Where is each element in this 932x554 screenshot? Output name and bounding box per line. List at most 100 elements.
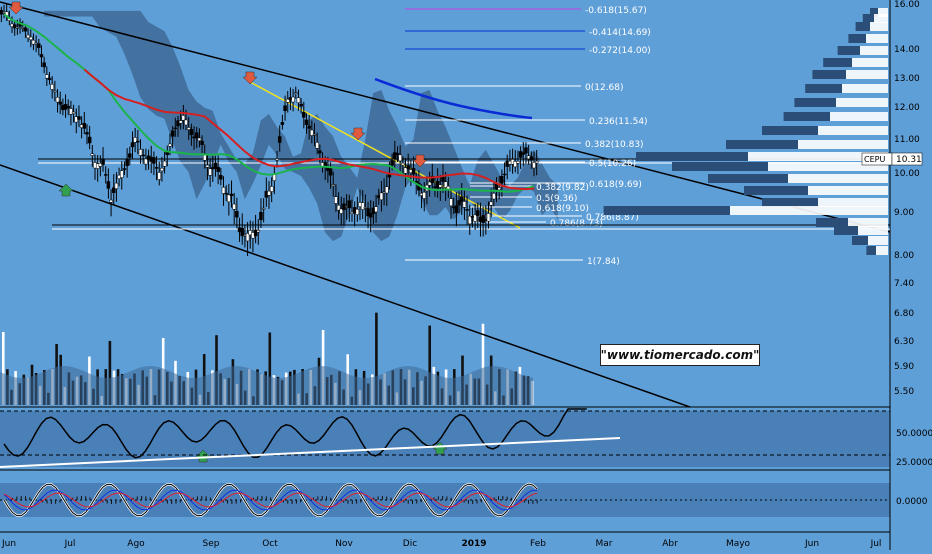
volume-bar bbox=[268, 332, 272, 405]
volume-profile-bar bbox=[836, 98, 888, 107]
fib-level-label: 0.618(9.69) bbox=[589, 180, 642, 190]
candle-body bbox=[103, 174, 108, 176]
candle-body bbox=[411, 168, 416, 175]
candle-body bbox=[213, 162, 218, 170]
candle-body bbox=[200, 140, 204, 145]
candle-body bbox=[355, 209, 360, 215]
candle-body bbox=[189, 129, 194, 136]
fib-level-label: -0.414(14.69) bbox=[589, 28, 651, 38]
candle-body bbox=[205, 164, 210, 168]
volume-profile-bar bbox=[874, 14, 888, 23]
volume-profile-bar bbox=[783, 112, 830, 121]
rsi-trend-line bbox=[0, 437, 621, 468]
candle-body bbox=[521, 152, 526, 155]
rsi-band bbox=[0, 411, 890, 467]
candle-body bbox=[235, 211, 239, 218]
price-tick-label: 11.00 bbox=[894, 135, 920, 145]
candle-body bbox=[50, 84, 54, 90]
last-price-label: 10.31 bbox=[896, 155, 922, 165]
candle-body bbox=[529, 156, 534, 161]
time-tick-label: Ago bbox=[127, 539, 145, 549]
volume-bar bbox=[481, 323, 485, 405]
volume-profile-bar bbox=[744, 186, 808, 195]
candle-body bbox=[53, 90, 57, 93]
fib-level-label: 1(7.84) bbox=[587, 257, 620, 267]
candle-body bbox=[368, 212, 373, 218]
candle-body bbox=[26, 34, 30, 39]
volume-profile-bar bbox=[768, 162, 888, 171]
candle-body bbox=[186, 127, 191, 130]
candle-body bbox=[12, 24, 17, 29]
candle-body bbox=[82, 122, 87, 129]
volume-profile-bar bbox=[855, 22, 870, 31]
volume-bar bbox=[108, 340, 112, 405]
candle-body bbox=[184, 119, 188, 126]
fib-level-label: 0.786(8.87) bbox=[586, 213, 639, 223]
candle-body bbox=[45, 74, 49, 79]
volume-bar bbox=[375, 312, 378, 405]
candle-body bbox=[430, 175, 435, 184]
volume-profile-bar bbox=[842, 84, 888, 93]
volume-profile-bar bbox=[748, 152, 888, 161]
volume-profile-bar bbox=[852, 58, 888, 67]
volume-profile-bar bbox=[808, 186, 888, 195]
candle-body bbox=[323, 162, 327, 168]
candle-body bbox=[395, 153, 400, 156]
sell-arrow-icon bbox=[242, 71, 258, 85]
sell-arrow-icon bbox=[8, 1, 24, 15]
candle-body bbox=[240, 228, 244, 237]
candle-body bbox=[154, 167, 159, 169]
candle-body bbox=[29, 36, 33, 40]
volume-profile-bar bbox=[812, 70, 846, 79]
fib-level-label: 0.618(9.10) bbox=[536, 204, 589, 214]
candle-body bbox=[23, 27, 28, 32]
candle-body bbox=[138, 149, 143, 156]
candle-body bbox=[90, 153, 95, 156]
candle-body bbox=[42, 62, 46, 68]
fib-level-label: -0.272(14.00) bbox=[589, 46, 651, 56]
candle-body bbox=[302, 112, 306, 118]
candle-body bbox=[114, 182, 119, 189]
time-tick-label: Jun bbox=[804, 539, 819, 549]
volume-profile-bar bbox=[876, 246, 888, 255]
candle-body bbox=[334, 196, 338, 204]
fib-level-label: 0.382(10.83) bbox=[585, 140, 644, 150]
candle-body bbox=[208, 168, 212, 176]
watermark-url: "www.tiomercado.com" bbox=[600, 344, 760, 366]
candle-body bbox=[267, 190, 271, 196]
volume-profile-bar bbox=[830, 112, 888, 121]
candle-body bbox=[283, 105, 287, 111]
candle-body bbox=[160, 167, 164, 172]
candle-body bbox=[385, 186, 389, 194]
volume-profile-bar bbox=[818, 126, 888, 135]
macd-red-line bbox=[3, 492, 538, 508]
fib-level-label: 0(12.68) bbox=[585, 83, 624, 93]
candle-body bbox=[181, 115, 186, 121]
volume-profile-bar bbox=[852, 236, 868, 245]
last-price-tag bbox=[891, 152, 923, 166]
fib-level-label: 0.382(9.82) bbox=[536, 183, 589, 193]
candle-body bbox=[516, 161, 520, 164]
candle-body bbox=[170, 130, 175, 137]
candle-body bbox=[393, 152, 397, 159]
price-tick-label: 6.80 bbox=[894, 309, 914, 319]
price-tick-label: 5.90 bbox=[894, 362, 914, 372]
rsi-mid-label: 50.0000 bbox=[896, 429, 932, 439]
candle-body bbox=[15, 26, 20, 29]
volume-bar bbox=[428, 325, 431, 405]
ma-blue-line bbox=[374, 77, 533, 120]
candle-body bbox=[462, 201, 467, 208]
candle-body bbox=[256, 230, 261, 233]
candle-body bbox=[363, 207, 368, 209]
volume-profile-bar bbox=[870, 8, 878, 17]
candle-body bbox=[277, 136, 282, 143]
candle-body bbox=[144, 158, 148, 165]
volume-bar bbox=[2, 332, 5, 405]
candle-body bbox=[69, 108, 73, 115]
candle-body bbox=[401, 162, 405, 166]
candle-body bbox=[339, 208, 344, 214]
volume-profile-bar bbox=[860, 46, 888, 55]
candle-body bbox=[58, 101, 62, 105]
candle-body bbox=[133, 137, 137, 143]
